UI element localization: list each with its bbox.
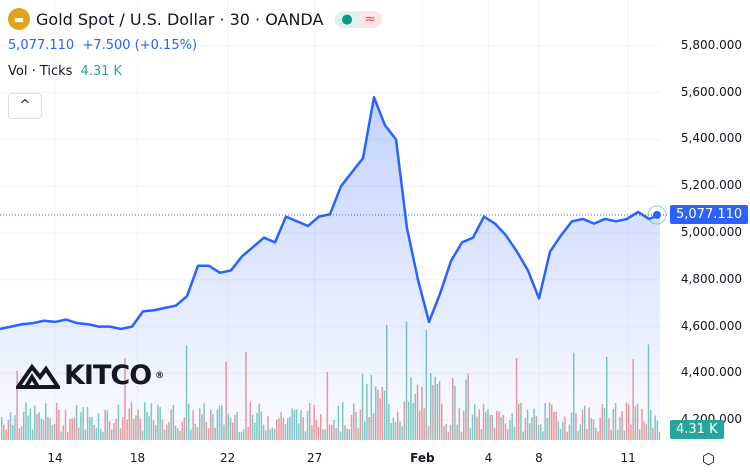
collapse-legend-button[interactable]: ^ xyxy=(8,93,42,119)
y-tick-label: 4,800.000 xyxy=(680,271,742,286)
last-price-tag: 5,077.110 xyxy=(670,204,749,224)
x-tick-label: Feb xyxy=(410,451,435,465)
last-point xyxy=(653,210,661,219)
kitco-mark-icon xyxy=(16,363,60,389)
gold-bars-icon: ▬ xyxy=(8,8,30,30)
y-tick-label: 4,600.000 xyxy=(680,318,742,333)
price-line xyxy=(0,96,661,331)
volume-label: Vol · Ticks xyxy=(8,64,73,79)
last-point-pulse xyxy=(647,205,667,225)
volume-value: 4.31 K xyxy=(80,64,123,79)
delayed-data-icon: ≈ xyxy=(358,10,382,28)
kitco-logo: KITCO ® xyxy=(16,360,164,391)
volume-legend: Vol · Ticks 4.31 K xyxy=(8,64,122,79)
y-tick-label: 5,800.000 xyxy=(680,37,742,52)
y-tick-label: 5,000.000 xyxy=(680,225,742,239)
symbol-header[interactable]: ▬ Gold Spot / U.S. Dollar · 30 · OANDA ●… xyxy=(8,8,382,30)
symbol-title: Gold Spot / U.S. Dollar · 30 · OANDA xyxy=(36,9,324,29)
x-tick-label: 8 xyxy=(535,451,543,465)
y-tick-label: 5,600.000 xyxy=(680,84,742,99)
x-tick-label: 18 xyxy=(130,451,145,465)
kitco-text: KITCO xyxy=(64,360,152,391)
last-volume-tag: 4.31 K xyxy=(670,420,724,439)
y-tick-label: 5,400.000 xyxy=(680,131,742,146)
y-tick-label: 4,400.000 xyxy=(680,365,742,380)
chart-settings-icon[interactable]: ⬡ xyxy=(702,450,716,468)
x-tick-label: 14 xyxy=(47,451,62,465)
price-change: +7.500 (+0.15%) xyxy=(82,38,198,53)
x-tick-label: 22 xyxy=(220,451,235,465)
price-readout: 5,077.110 +7.500 (+0.15%) xyxy=(8,38,197,53)
last-price: 5,077.110 xyxy=(8,38,75,53)
y-tick-label: 5,200.000 xyxy=(680,178,742,193)
market-status[interactable]: ● ≈ xyxy=(335,10,382,28)
price-area xyxy=(0,97,660,440)
market-open-icon: ● xyxy=(335,10,359,28)
x-tick-label: 4 xyxy=(485,451,493,465)
x-tick-label: 27 xyxy=(307,451,322,465)
x-tick-label: 11 xyxy=(620,451,635,465)
